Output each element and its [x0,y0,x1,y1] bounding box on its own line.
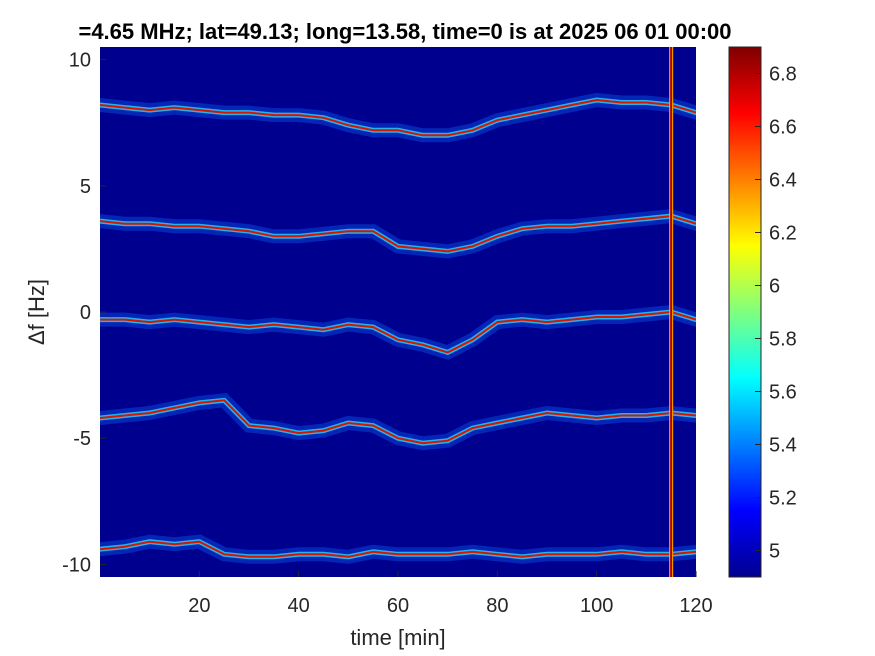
x-axis-ticks: 20 40 60 80 100 120 [188,571,713,617]
y-tick-label: -5 [73,428,91,450]
colorbar-tick-label: 6.8 [769,64,797,86]
colorbar-tick-label: 5.8 [769,329,797,351]
colorbar-tick-label: 6.4 [769,170,797,192]
y-tick-label: -10 [62,554,91,576]
x-tick-label: 40 [288,595,310,617]
y-axis-label: Δf [Hz] [24,279,49,345]
trace-core-4 [100,399,696,445]
colorbar-tick-label: 6.2 [769,223,797,245]
trace-core-3 [100,310,696,354]
colorbar [728,46,762,578]
spectral-traces [100,92,696,564]
y-tick-label: 10 [69,50,91,72]
colorbar-tick-label: 6.6 [769,117,797,139]
colorbar-tick-label: 5 [769,541,780,563]
colorbar-tick-label: 5.2 [769,488,797,510]
x-axis-label: time [min] [350,625,445,650]
y-axis-ticks: 10 5 0 -5 -10 [62,50,106,576]
y-tick-label: 0 [80,302,91,324]
plot-area [100,47,696,577]
colorbar-tick-label: 5.6 [769,382,797,404]
colorbar-ticks: 6.8 6.6 6.4 6.2 6 5.8 5.6 5.4 5.2 5 [755,64,797,563]
colorbar-tick-label: 6 [769,276,780,298]
colorbar-tick-label: 5.4 [769,435,797,457]
x-tick-label: 20 [188,595,210,617]
x-tick-label: 80 [486,595,508,617]
chart-title: =4.65 MHz; lat=49.13; long=13.58, time=0… [78,19,731,44]
trace-core-5 [100,540,696,558]
x-tick-label: 60 [387,595,409,617]
trace-core-1 [100,98,696,137]
trace-core-2 [100,215,696,253]
x-tick-label: 100 [580,595,613,617]
y-tick-label: 5 [80,176,91,198]
x-tick-label: 120 [679,595,712,617]
